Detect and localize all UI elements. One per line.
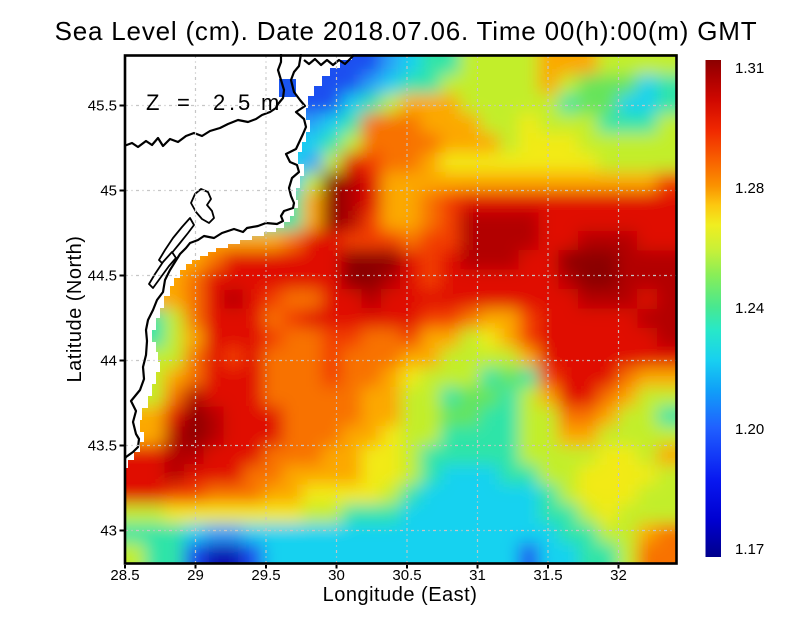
- svg-text:43: 43: [100, 523, 117, 540]
- svg-text:32: 32: [610, 567, 627, 584]
- svg-text:1.28: 1.28: [735, 180, 764, 197]
- svg-text:Z=2.5m: Z = 2. 5 m: [146, 90, 279, 115]
- svg-text:45: 45: [100, 183, 117, 200]
- svg-text:Longitude (East): Longitude (East): [323, 584, 478, 606]
- svg-text:1.20: 1.20: [735, 421, 764, 438]
- svg-text:31: 31: [469, 567, 486, 584]
- svg-text:44: 44: [100, 353, 117, 370]
- svg-text:30.5: 30.5: [392, 567, 421, 584]
- svg-text:43.5: 43.5: [88, 438, 117, 455]
- svg-text:Latitude (North): Latitude (North): [64, 236, 86, 383]
- svg-text:1.24: 1.24: [735, 300, 764, 317]
- svg-text:45.5: 45.5: [88, 98, 117, 115]
- svg-text:44.5: 44.5: [88, 268, 117, 285]
- svg-text:1.17: 1.17: [735, 541, 764, 558]
- svg-text:29.5: 29.5: [251, 567, 280, 584]
- svg-text:Sea Level (cm). Date 2018.07.0: Sea Level (cm). Date 2018.07.06. Time 00…: [55, 16, 758, 46]
- svg-text:31.5: 31.5: [533, 567, 562, 584]
- svg-text:28.5: 28.5: [110, 567, 139, 584]
- svg-text:1.31: 1.31: [735, 60, 764, 77]
- svg-text:29: 29: [187, 567, 204, 584]
- svg-text:30: 30: [328, 567, 345, 584]
